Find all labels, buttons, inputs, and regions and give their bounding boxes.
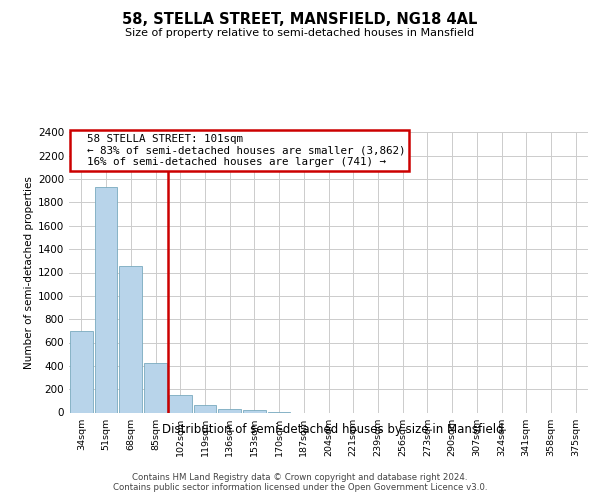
Bar bbox=[95, 188, 118, 412]
Bar bbox=[144, 363, 167, 412]
Bar bbox=[243, 410, 266, 412]
Bar bbox=[194, 405, 216, 412]
Bar bbox=[70, 331, 93, 412]
Y-axis label: Number of semi-detached properties: Number of semi-detached properties bbox=[24, 176, 34, 369]
Bar bbox=[119, 266, 142, 412]
Text: Size of property relative to semi-detached houses in Mansfield: Size of property relative to semi-detach… bbox=[125, 28, 475, 38]
Bar bbox=[169, 395, 191, 412]
Bar bbox=[218, 409, 241, 412]
Text: Distribution of semi-detached houses by size in Mansfield: Distribution of semi-detached houses by … bbox=[162, 422, 504, 436]
Text: 58, STELLA STREET, MANSFIELD, NG18 4AL: 58, STELLA STREET, MANSFIELD, NG18 4AL bbox=[122, 12, 478, 28]
Text: 58 STELLA STREET: 101sqm
  ← 83% of semi-detached houses are smaller (3,862)
  1: 58 STELLA STREET: 101sqm ← 83% of semi-d… bbox=[74, 134, 406, 167]
Text: Contains HM Land Registry data © Crown copyright and database right 2024.
Contai: Contains HM Land Registry data © Crown c… bbox=[113, 473, 487, 492]
